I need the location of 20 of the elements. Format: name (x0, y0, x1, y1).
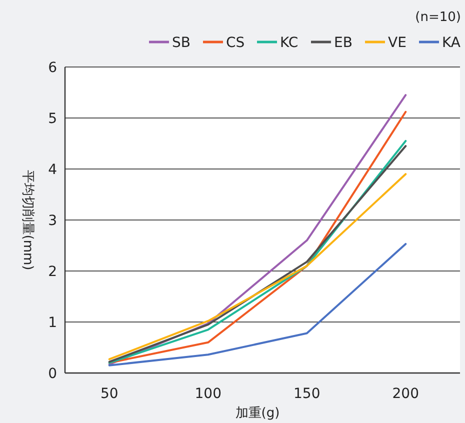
y-tick-label: 6 (48, 60, 58, 76)
legend-label: VE (388, 35, 406, 51)
y-axis-title: 平均切削量(mm) (20, 170, 35, 270)
x-tick-label: 100 (194, 386, 222, 402)
y-tick-label: 0 (48, 366, 57, 382)
y-tick-label: 3 (48, 213, 57, 229)
text: (n=10) (415, 10, 461, 25)
legend-label: CS (226, 35, 245, 51)
x-tick-label: 50 (100, 386, 118, 402)
legend-label: KC (280, 35, 298, 51)
y-tick-label: 1 (48, 315, 57, 331)
legend-label: KA (442, 35, 461, 51)
legend-label: SB (172, 35, 190, 51)
x-axis-title: 加重(g) (235, 406, 280, 421)
x-tick-label: 150 (294, 386, 320, 402)
x-tick-label: 200 (392, 386, 419, 402)
y-tick-label: 5 (48, 111, 57, 127)
y-tick-label: 2 (48, 264, 57, 280)
legend-label: EB (334, 35, 352, 51)
y-tick-label: 4 (48, 162, 58, 178)
